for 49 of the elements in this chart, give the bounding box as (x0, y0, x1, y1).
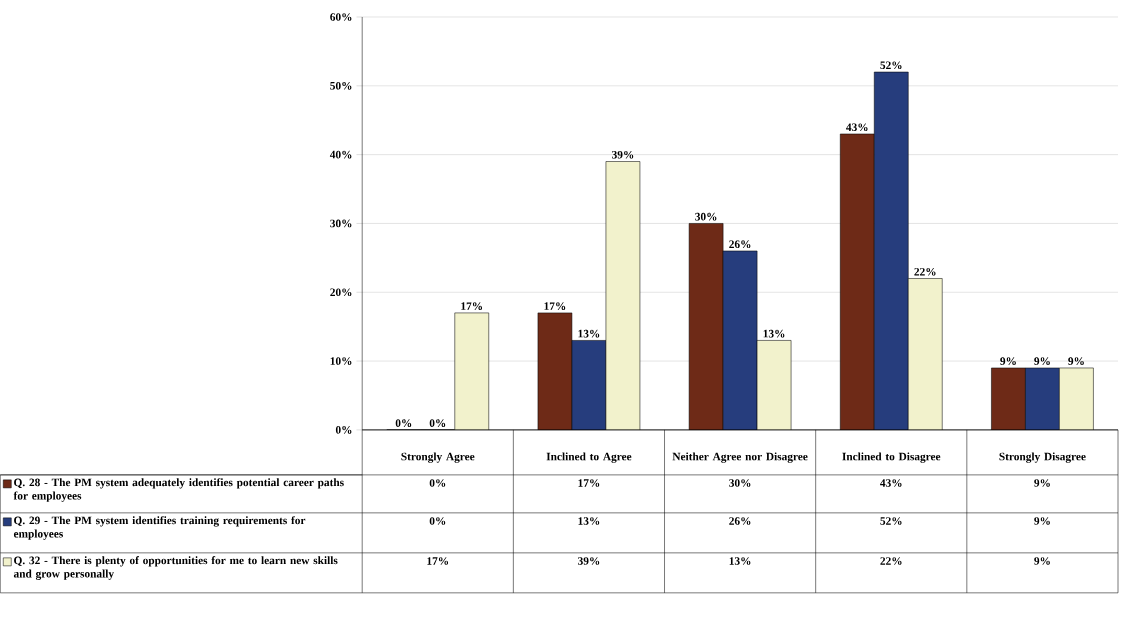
text: 13% (763, 329, 785, 338)
legend-label: Q. 28 - The PM system adequately identifies potential career paths for employees (13, 478, 344, 502)
x-tick-label: Inclined to Agree (546, 452, 632, 463)
y-tick-label: 40% (329, 150, 352, 159)
legend-label: Q. 32 - There is plenty of opportunities for me to learn new skills and grow personally (13, 556, 338, 581)
text: 9% (1034, 357, 1050, 366)
text: 17% (544, 302, 566, 311)
text: 22% (914, 267, 936, 276)
data-label: 52% (880, 517, 902, 525)
data-label: 17% (427, 557, 449, 565)
text: 9% (1000, 357, 1016, 366)
y-tick-label: 30% (330, 219, 352, 228)
bar (991, 367, 1026, 430)
text: 9% (1068, 357, 1084, 366)
y-tick-label: 0% (335, 426, 352, 434)
text: 0% (429, 419, 446, 428)
y-tick-label: 60% (330, 13, 352, 21)
y-tick-label: 50% (330, 82, 352, 90)
bar (840, 134, 875, 430)
text: 17% (461, 302, 483, 311)
data-label: 17% (578, 479, 600, 487)
y-tick-label: 10% (330, 357, 352, 365)
data-label: 26% (729, 517, 751, 525)
data-label: 39% (578, 557, 600, 565)
x-tick-label: Strongly Agree (401, 452, 475, 463)
data-label: 13% (578, 517, 600, 525)
data-label: 9% (1034, 517, 1050, 525)
data-label: 43% (880, 479, 902, 487)
text: 30% (695, 212, 717, 221)
data-label: 0% (429, 479, 446, 487)
data-label: 9% (1034, 479, 1050, 487)
data-label: 13% (729, 557, 751, 565)
text: 13% (578, 329, 600, 338)
bar (689, 223, 724, 430)
x-tick-label: Inclined to Disagree (842, 452, 941, 463)
legend-label: Q. 29 - The PM system identifies training requirements for employees (13, 516, 306, 540)
text: 52% (880, 61, 902, 70)
data-label: 0% (429, 517, 446, 525)
x-tick-label: Neither Agree nor Disagree (672, 452, 808, 463)
x-tick-label: Strongly Disagree (999, 452, 1086, 463)
text: 39% (612, 150, 634, 159)
text: 0% (395, 419, 412, 428)
bar (537, 312, 572, 430)
y-tick-label: 20% (330, 288, 352, 297)
data-label: 22% (880, 557, 902, 565)
data-label: 30% (729, 479, 751, 487)
text: 26% (729, 240, 751, 249)
text: 43% (846, 123, 868, 132)
data-label: 9% (1034, 557, 1050, 565)
